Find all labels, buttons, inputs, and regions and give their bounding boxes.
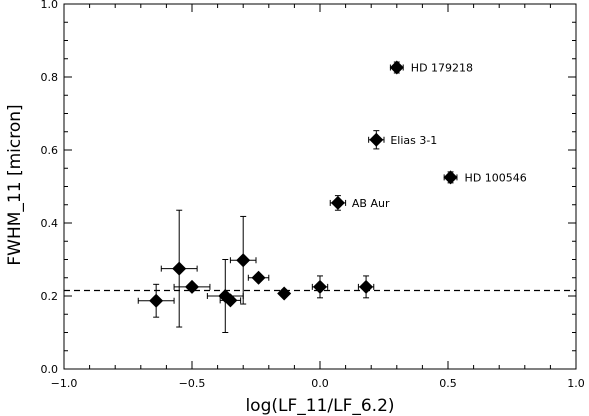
diamond-marker (389, 60, 404, 75)
data-point (247, 270, 270, 285)
y-tick-label: 1.0 (41, 0, 59, 11)
point-label: Elias 3-1 (390, 134, 437, 147)
data-point (229, 215, 257, 305)
diamond-marker (149, 293, 164, 308)
diamond-marker (277, 286, 292, 301)
data-point (137, 283, 175, 318)
data-point (311, 275, 329, 299)
diamond-marker (443, 170, 458, 185)
y-axis-label: FWHM_11 [micron] (5, 104, 25, 265)
y-tick-label: 0.2 (41, 290, 59, 303)
diamond-marker (313, 279, 327, 294)
data-point (219, 293, 242, 308)
diamond-marker (369, 132, 384, 147)
x-tick-label: −1.0 (51, 377, 78, 390)
x-tick-label: 1.0 (567, 377, 585, 390)
data-point (368, 130, 385, 150)
x-tick-label: 0.0 (311, 377, 329, 390)
x-tick-label: 0.5 (439, 377, 457, 390)
y-tick-label: 0.0 (41, 363, 59, 376)
diamond-marker (185, 279, 199, 294)
data-points (137, 60, 458, 333)
data-point (443, 170, 458, 185)
plot-border (63, 3, 577, 370)
y-tick-label: 0.4 (41, 217, 59, 230)
data-point (206, 259, 244, 333)
data-point (389, 60, 404, 75)
point-label: AB Aur (352, 197, 390, 210)
y-axis-ticks: 0.0 0.2 0.4 0.6 0.8 1.0 (41, 0, 576, 376)
data-point (160, 209, 198, 328)
data-point (277, 286, 292, 301)
point-label: HD 179218 (411, 62, 473, 75)
plot-frame (63, 3, 577, 370)
x-tick-label: −0.5 (179, 377, 206, 390)
x-axis-ticks: −1.0 −0.5 0.0 0.5 1.0 (51, 4, 585, 390)
y-tick-label: 0.6 (41, 144, 59, 157)
diamond-marker (330, 195, 345, 210)
diamond-marker (251, 270, 266, 285)
diamond-marker (223, 293, 238, 308)
data-point (329, 195, 347, 211)
diamond-marker (359, 279, 374, 294)
data-point (357, 275, 375, 299)
x-axis-label: log(LF_11/LF_6.2) (245, 396, 394, 416)
y-tick-label: 0.8 (41, 71, 59, 84)
diamond-marker (172, 261, 187, 276)
point-label: HD 100546 (465, 171, 527, 184)
diamond-marker (236, 253, 251, 268)
data-point (173, 279, 211, 294)
annotations: AB Aur Elias 3-1 HD 179218 HD 100546 (352, 62, 527, 210)
